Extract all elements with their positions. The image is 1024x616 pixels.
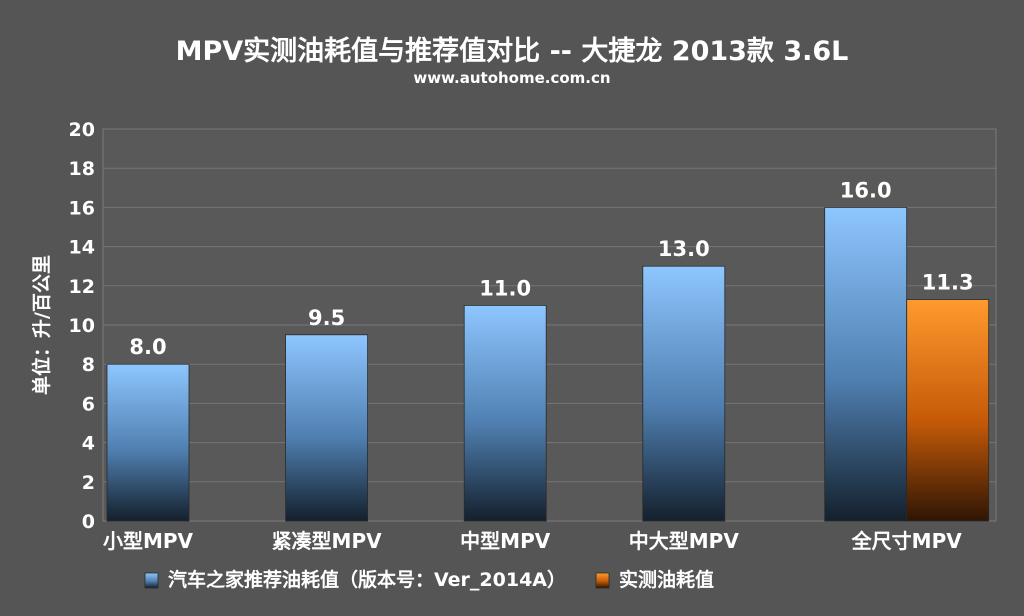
legend-swatch: [144, 572, 159, 589]
x-tick-label: 紧凑型MPV: [272, 529, 383, 553]
y-tick-label: 8: [82, 354, 95, 376]
y-tick-label: 2: [82, 472, 95, 494]
bars: 8.0 9.5 11.0 13.0 16.0 11.3: [106, 178, 990, 522]
legend: 汽车之家推荐油耗值（版本号：Ver_2014A） 实测油耗值: [144, 568, 714, 591]
y-tick-label: 6: [82, 393, 95, 415]
y-tick-label: 12: [69, 276, 95, 298]
y-tick-label: 4: [82, 433, 95, 455]
x-tick-label: 小型MPV: [103, 529, 194, 553]
y-tick-label: 14: [69, 237, 95, 259]
legend-label: 汽车之家推荐油耗值（版本号：Ver_2014A）: [168, 568, 566, 591]
bar-recommended: [106, 363, 190, 522]
data-label: 11.3: [922, 271, 974, 295]
legend-label: 实测油耗值: [619, 568, 714, 591]
bar-recommended: [285, 334, 369, 522]
y-axis-ticks: 0 2 4 6 8 10 12 14 16 18 20: [69, 119, 95, 533]
x-tick-label: 中型MPV: [460, 529, 551, 553]
chart-title: MPV实测油耗值与推荐值对比 -- 大捷龙 2013款 3.6L: [176, 35, 849, 67]
data-label: 9.5: [308, 306, 345, 330]
data-label: 13.0: [658, 237, 710, 261]
bar-recommended: [463, 304, 547, 522]
y-tick-label: 0: [82, 511, 95, 533]
y-tick-label: 10: [69, 315, 95, 337]
data-label: 16.0: [840, 178, 892, 202]
chart-subtitle: www.autohome.com.cn: [413, 69, 610, 87]
data-label: 11.0: [479, 276, 531, 300]
y-axis-label: 单位：升/百公里: [30, 255, 53, 395]
data-label: 8.0: [129, 335, 166, 359]
bar-recommended: [824, 206, 908, 522]
y-tick-label: 20: [69, 119, 95, 141]
y-tick-label: 18: [69, 158, 95, 180]
y-tick-label: 16: [69, 197, 95, 219]
bar-recommended: [642, 265, 726, 522]
x-axis-labels: 小型MPV 紧凑型MPV 中型MPV 中大型MPV 全尺寸MPV: [103, 529, 962, 553]
x-tick-label: 中大型MPV: [629, 529, 740, 553]
x-tick-label: 全尺寸MPV: [851, 529, 963, 553]
bar-measured: [906, 299, 990, 522]
legend-swatch: [595, 572, 610, 589]
